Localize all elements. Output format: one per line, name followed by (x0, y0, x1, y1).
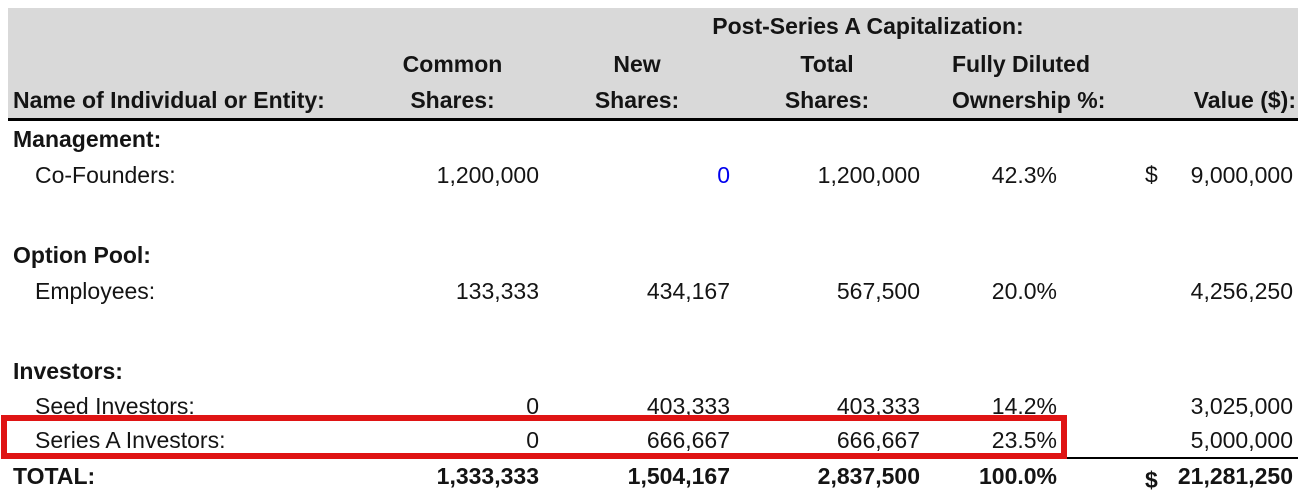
header-new-line2: Shares: (594, 87, 680, 113)
table-body: Management: Co-Founders: 1,200,000 0 1,200,0… (8, 121, 1298, 492)
cell-entity-name[interactable]: Seed Investors: (35, 392, 195, 419)
header-value-spacer (1057, 51, 1298, 78)
cell-common-shares[interactable]: 1,333,333 (436, 463, 539, 489)
dollar-sign: $ (1145, 161, 1158, 188)
row-management: Management: (8, 121, 1298, 157)
cell-value-dollars[interactable]: 5,000,000 (1190, 426, 1293, 453)
cell-entity-name[interactable]: Series A Investors: (35, 426, 226, 453)
cell-new-shares[interactable]: 0 (717, 161, 730, 188)
column-group-header-row: Common New Total Fully Diluted (8, 51, 1298, 78)
cell-value-dollars[interactable]: 4,256,250 (1190, 277, 1293, 304)
header-total-line1: Total (800, 51, 854, 77)
header-common-line2: Shares: (410, 87, 495, 113)
cell-total-shares[interactable]: 1,200,000 (817, 161, 920, 188)
cell-common-shares[interactable]: 1,200,000 (436, 161, 539, 188)
cell-total-shares[interactable]: 666,667 (836, 426, 920, 453)
cell-entity-name[interactable]: Employees: (35, 277, 156, 304)
cell-value-dollars[interactable]: 3,025,000 (1190, 392, 1293, 419)
cell-entity-name[interactable]: Option Pool: (13, 241, 151, 268)
header-name-of-entity: Name of Individual or Entity: (13, 87, 325, 113)
spacer-row (8, 309, 1298, 353)
cell-common-shares[interactable]: 0 (526, 392, 539, 419)
cell-entity-name[interactable]: Co-Founders: (35, 161, 176, 188)
cell-total-shares[interactable]: 2,837,500 (817, 463, 920, 489)
cell-common-shares[interactable]: 0 (526, 426, 539, 453)
header-fully-diluted-line2: Ownership %: (952, 87, 1106, 113)
header-common-line1: Common (402, 51, 503, 77)
table-header-background (8, 8, 1298, 121)
cell-ownership-percent[interactable]: 23.5% (991, 426, 1057, 453)
header-total-line2: Shares: (784, 87, 870, 113)
cell-entity-name[interactable]: Investors: (13, 357, 123, 384)
row-investors: Investors: (8, 353, 1298, 389)
spacer-row (8, 193, 1298, 237)
row-seed-investors: Seed Investors: 0 403,333 403,333 14.2% 3,025… (8, 389, 1298, 423)
cell-value-dollars[interactable]: $21,281,250 (1145, 463, 1293, 492)
cell-new-shares[interactable]: 1,504,167 (627, 463, 730, 489)
dollar-sign: $ (1145, 467, 1158, 492)
cell-total-shares[interactable]: 403,333 (836, 392, 920, 419)
cell-ownership-percent[interactable]: 100.0% (978, 463, 1057, 489)
header-spacer (8, 51, 383, 78)
table-title: Post-Series A Capitalization: (712, 13, 1024, 39)
row-total: TOTAL: 1,333,333 1,504,167 2,837,500 100.0% $… (8, 457, 1298, 492)
cell-new-shares[interactable]: 666,667 (646, 426, 730, 453)
row-employees: Employees: 133,333 434,167 567,500 20.0% 4,25… (8, 273, 1298, 309)
cell-total-shares[interactable]: 567,500 (836, 277, 920, 304)
header-value: Value ($): (1193, 87, 1296, 113)
cell-entity-name[interactable]: Management: (13, 125, 162, 152)
row-series-a-investors: Series A Investors: 0 666,667 666,667 23.5% 5… (8, 423, 1298, 457)
column-header-row: Name of Individual or Entity: Shares: Sh… (8, 87, 1298, 114)
cell-value-dollars[interactable]: $9,000,000 (1145, 161, 1293, 188)
cell-common-shares[interactable]: 133,333 (455, 277, 539, 304)
cell-new-shares[interactable]: 403,333 (646, 392, 730, 419)
cell-ownership-percent[interactable]: 20.0% (991, 277, 1057, 304)
header-fully-diluted-line1: Fully Diluted (952, 51, 1090, 77)
cell-entity-name[interactable]: TOTAL: (13, 463, 96, 489)
cell-new-shares[interactable]: 434,167 (646, 277, 730, 304)
header-new-line1: New (613, 51, 661, 77)
cell-ownership-percent[interactable]: 14.2% (991, 392, 1057, 419)
cell-ownership-percent[interactable]: 42.3% (991, 161, 1057, 188)
row-co-founders: Co-Founders: 1,200,000 0 1,200,000 42.3% $9,0… (8, 157, 1298, 193)
row-option-pool: Option Pool: (8, 237, 1298, 273)
